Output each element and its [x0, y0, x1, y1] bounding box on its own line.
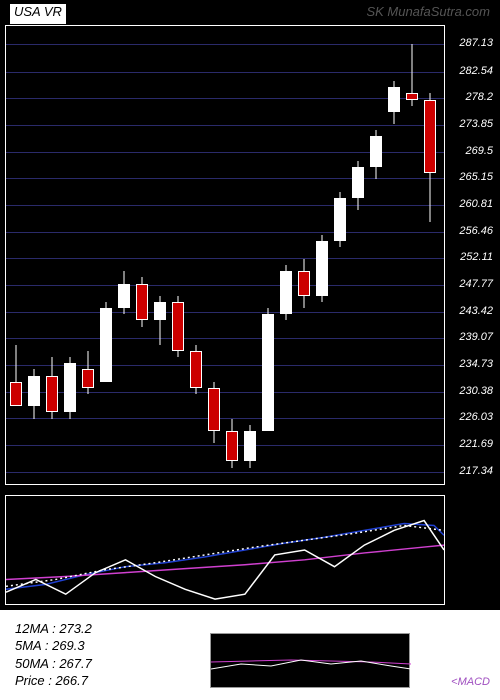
chart-header: USA VR SK MunafaSutra.com: [0, 4, 500, 24]
grid-line: [6, 98, 444, 99]
candlestick-chart[interactable]: [5, 25, 445, 485]
price-tick-label: 226.03: [459, 411, 493, 423]
price-tick-label: 256.46: [459, 225, 493, 237]
legend-price: Price : 266.7: [15, 672, 92, 690]
grid-line: [6, 338, 444, 339]
price-tick-label: 234.73: [459, 358, 493, 370]
price-tick-label: 260.81: [459, 198, 493, 210]
grid-line: [6, 472, 444, 473]
grid-line: [6, 125, 444, 126]
price-tick-label: 221.69: [459, 438, 493, 450]
price-axis: 287.13 282.54 278.2 273.85 269.5 265.15 260.81…: [445, 25, 495, 485]
macd-inset: [210, 633, 410, 688]
indicator-line-price: [6, 521, 444, 600]
price-tick-label: 273.85: [459, 118, 493, 130]
grid-line: [6, 418, 444, 419]
price-tick-label: 217.34: [459, 465, 493, 477]
grid-line: [6, 72, 444, 73]
price-tick-label: 269.5: [465, 145, 493, 157]
price-tick-label: 230.38: [459, 385, 493, 397]
price-tick-label: 239.07: [459, 331, 493, 343]
macd-line-0: [211, 660, 411, 664]
grid-line: [6, 232, 444, 233]
price-tick-label: 252.11: [460, 251, 493, 263]
indicator-panel[interactable]: [5, 495, 445, 605]
grid-line: [6, 178, 444, 179]
grid-line: [6, 445, 444, 446]
indicator-line-12MA: [6, 523, 444, 589]
legend-12ma: 12MA : 273.2: [15, 620, 92, 638]
legend-box: 12MA : 273.2 5MA : 269.3 50MA : 267.7 Pr…: [15, 620, 92, 690]
price-tick-label: 247.77: [459, 278, 493, 290]
symbol-label: USA VR: [10, 4, 66, 24]
grid-line: [6, 285, 444, 286]
price-tick-label: 278.2: [465, 91, 493, 103]
indicator-line-dotted: [6, 525, 444, 586]
grid-line: [6, 312, 444, 313]
legend-50ma: 50MA : 267.7: [15, 655, 92, 673]
grid-line: [6, 44, 444, 45]
indicator-line-50MA: [6, 545, 444, 579]
macd-label: <MACD: [451, 676, 490, 688]
grid-line: [6, 205, 444, 206]
price-tick-label: 282.54: [459, 65, 493, 77]
price-tick-label: 287.13: [459, 37, 493, 49]
legend-5ma: 5MA : 269.3: [15, 637, 92, 655]
source-label: SK MunafaSutra.com: [366, 4, 490, 24]
price-tick-label: 243.42: [459, 305, 493, 317]
price-tick-label: 265.15: [459, 171, 493, 183]
grid-line: [6, 258, 444, 259]
